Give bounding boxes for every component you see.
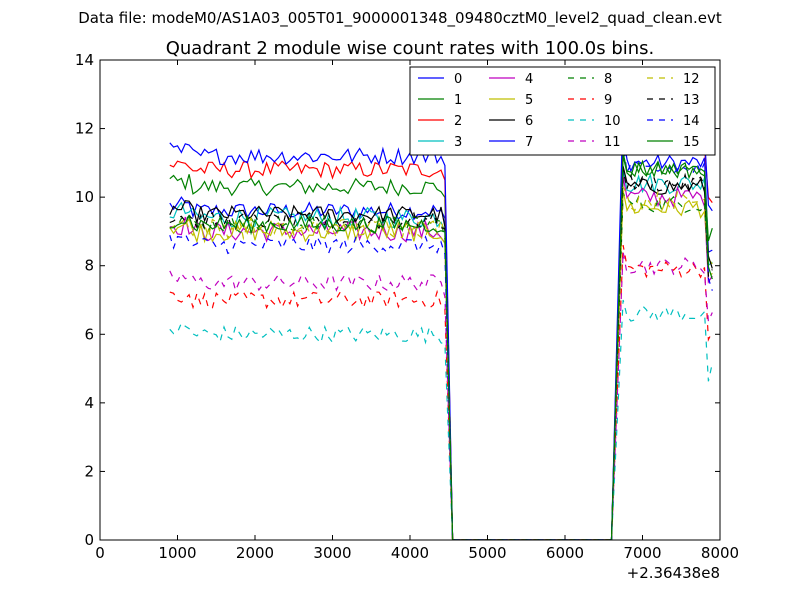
series-line-0 xyxy=(169,135,713,540)
series-line-11 xyxy=(169,251,713,540)
x-tick-label: 4000 xyxy=(391,544,429,562)
legend-label-5: 5 xyxy=(525,93,533,108)
legend-label-6: 6 xyxy=(525,114,533,129)
legend-label-8: 8 xyxy=(604,72,612,87)
data-file-suptitle: Data file: modeM0/AS1A03_005T01_90000013… xyxy=(78,9,722,28)
legend-label-12: 12 xyxy=(683,72,700,87)
series-line-6 xyxy=(169,166,713,540)
legend-label-13: 13 xyxy=(683,93,700,108)
x-tick-label: 5000 xyxy=(468,544,506,562)
series-line-14 xyxy=(169,142,713,540)
x-axis-offset-label: +2.36438e8 xyxy=(627,564,720,582)
chart-title: Quadrant 2 module wise count rates with … xyxy=(166,38,655,59)
y-tick-label: 0 xyxy=(84,531,94,549)
legend-label-9: 9 xyxy=(604,93,612,108)
series-line-12 xyxy=(169,186,713,540)
legend-label-3: 3 xyxy=(454,135,462,150)
y-tick-label: 12 xyxy=(75,120,94,138)
x-tick-label: 7000 xyxy=(623,544,661,562)
series-layer xyxy=(169,104,713,540)
legend-label-11: 11 xyxy=(604,135,621,150)
legend-box xyxy=(409,66,716,156)
series-line-3 xyxy=(169,169,713,540)
legend-label-15: 15 xyxy=(683,135,700,150)
legend-label-2: 2 xyxy=(454,114,462,129)
legend-label-4: 4 xyxy=(525,72,533,87)
x-tick-label: 2000 xyxy=(236,544,274,562)
axis-ticks: 0 1000 2000 3000 4000 5000 6000 7000 80000246810… xyxy=(75,51,739,562)
legend-label-1: 1 xyxy=(454,93,462,108)
series-line-9 xyxy=(169,244,713,540)
x-tick-label: 8000 xyxy=(701,544,739,562)
series-line-8 xyxy=(169,192,713,540)
y-tick-label: 14 xyxy=(75,51,94,69)
y-tick-label: 6 xyxy=(84,325,94,343)
series-line-4 xyxy=(169,176,713,540)
y-tick-label: 4 xyxy=(84,394,94,412)
series-line-10 xyxy=(169,299,713,540)
legend-label-7: 7 xyxy=(525,135,533,150)
series-line-2 xyxy=(169,128,713,540)
y-tick-label: 2 xyxy=(84,462,94,480)
x-tick-label: 1000 xyxy=(158,544,196,562)
series-line-5 xyxy=(169,190,713,540)
y-tick-label: 10 xyxy=(75,188,94,206)
x-tick-label: 3000 xyxy=(313,544,351,562)
legend-label-0: 0 xyxy=(454,72,462,87)
legend-label-10: 10 xyxy=(604,114,621,129)
x-tick-label: 0 xyxy=(95,544,105,562)
legend-label-14: 14 xyxy=(683,114,700,129)
y-tick-label: 8 xyxy=(84,257,94,275)
series-line-1 xyxy=(169,155,713,540)
series-line-15 xyxy=(169,152,713,540)
x-tick-label: 6000 xyxy=(546,544,584,562)
